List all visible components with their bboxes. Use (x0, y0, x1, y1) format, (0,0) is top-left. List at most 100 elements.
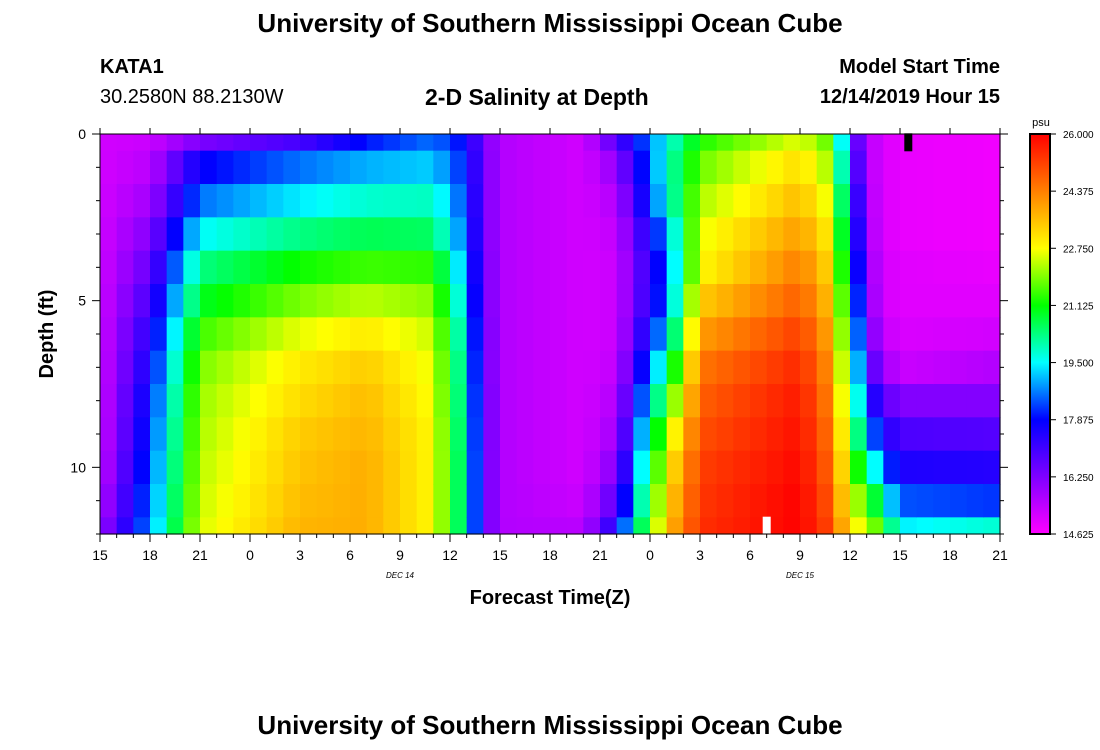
heatmap-cell (466, 350, 484, 385)
heatmap-cell (533, 517, 551, 535)
heatmap-cell (733, 450, 751, 485)
heatmap-cell (883, 384, 901, 418)
heatmap-cell (616, 217, 634, 252)
heatmap-cell (616, 250, 634, 285)
colorbar-tick-label: 26.000 (1063, 130, 1094, 141)
heatmap-cell (316, 317, 334, 352)
heatmap-cell (950, 317, 968, 352)
heatmap-cell (116, 250, 134, 285)
heatmap-cell (283, 150, 301, 185)
heatmap-cell (200, 150, 218, 185)
heatmap-cell (483, 317, 501, 352)
heatmap-cell (866, 350, 884, 385)
heatmap-cell (816, 250, 834, 285)
heatmap-cell (333, 450, 351, 485)
heatmap-cell (233, 317, 251, 352)
heatmap-cell (766, 317, 784, 352)
heatmap-cell (783, 417, 801, 452)
heatmap-cell (483, 350, 501, 385)
heatmap-cell (233, 217, 251, 252)
colorbar-tick-label: 14.625 (1063, 530, 1094, 541)
heatmap-cells (100, 134, 1001, 535)
heatmap-cell (116, 417, 134, 452)
heatmap-cell (300, 450, 318, 485)
heatmap-cell (700, 517, 718, 535)
heatmap-cell (850, 317, 868, 352)
heatmap-cell (316, 184, 334, 218)
heatmap-cell (400, 217, 418, 252)
heatmap-cell (816, 217, 834, 252)
heatmap-cell (616, 384, 634, 418)
heatmap-cell (666, 150, 684, 185)
heatmap-cell (600, 384, 618, 418)
heatmap-cell (716, 517, 734, 535)
heatmap-cell (133, 484, 151, 518)
heatmap-cell (150, 417, 168, 452)
heatmap-cell (266, 384, 284, 418)
heatmap-cell (683, 250, 701, 285)
heatmap-cell (966, 284, 984, 318)
heatmap-cell (966, 517, 984, 535)
heatmap-cell (533, 184, 551, 218)
heatmap-cell (900, 350, 918, 385)
heatmap-cell (500, 317, 518, 352)
colorbar-tick-label: 22.750 (1063, 244, 1094, 255)
heatmap-cell (800, 384, 818, 418)
heatmap-cell (350, 217, 368, 252)
heatmap-cell (566, 250, 584, 285)
heatmap-marker (904, 133, 913, 152)
heatmap-cell (916, 450, 934, 485)
heatmap-cell (466, 217, 484, 252)
heatmap-cell (366, 417, 384, 452)
heatmap-cell (133, 284, 151, 318)
heatmap-cell (650, 484, 668, 518)
heatmap-cell (700, 317, 718, 352)
heatmap-cell (466, 417, 484, 452)
heatmap-cell (133, 317, 151, 352)
heatmap-cell (116, 284, 134, 318)
heatmap-cell (116, 150, 134, 185)
heatmap-cell (233, 484, 251, 518)
heatmap-cell (600, 150, 618, 185)
heatmap-cell (166, 150, 184, 185)
heatmap-cell (366, 384, 384, 418)
heatmap-cell (183, 517, 201, 535)
heatmap-cell (100, 134, 118, 152)
heatmap-cell (800, 417, 818, 452)
heatmap-cell (216, 350, 234, 385)
heatmap-cell (433, 184, 451, 218)
heatmap-cell (650, 184, 668, 218)
heatmap-cell (316, 150, 334, 185)
heatmap-cell (150, 150, 168, 185)
heatmap-cell (950, 184, 968, 218)
heatmap-cell (166, 450, 184, 485)
heatmap-cell (883, 450, 901, 485)
heatmap-cell (333, 284, 351, 318)
heatmap-cell (483, 284, 501, 318)
heatmap-cell (233, 450, 251, 485)
chart-subtitle: 2-D Salinity at Depth (425, 84, 649, 110)
heatmap-cell (583, 150, 601, 185)
heatmap-cell (183, 350, 201, 385)
colorbar-tick-label: 16.250 (1063, 473, 1094, 484)
heatmap-cell (583, 317, 601, 352)
heatmap-cell (183, 217, 201, 252)
heatmap-cell (800, 284, 818, 318)
heatmap-cell (633, 484, 651, 518)
heatmap-cell (316, 484, 334, 518)
heatmap-cell (200, 517, 218, 535)
heatmap-cell (550, 317, 568, 352)
heatmap-cell (150, 250, 168, 285)
heatmap-cell (850, 150, 868, 185)
heatmap-cell (366, 184, 384, 218)
heatmap-cell (416, 350, 434, 385)
heatmap-cell (950, 134, 968, 152)
heatmap-cell (783, 450, 801, 485)
heatmap-cell (483, 517, 501, 535)
heatmap-cell (516, 350, 534, 385)
heatmap-cell (566, 134, 584, 152)
heatmap-cell (816, 317, 834, 352)
heatmap-cell (533, 134, 551, 152)
heatmap-cell (250, 417, 268, 452)
heatmap-cell (100, 517, 118, 535)
